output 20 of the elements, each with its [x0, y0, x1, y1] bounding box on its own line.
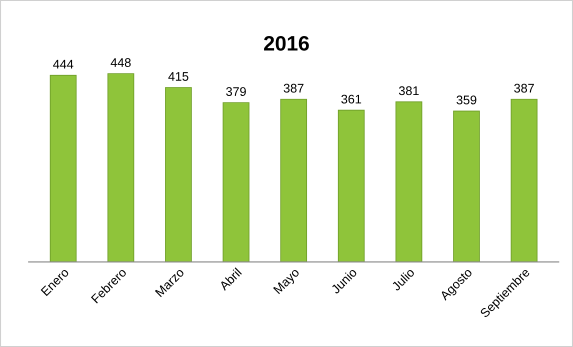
- data-label: 444: [53, 60, 74, 69]
- data-label: 381: [398, 86, 419, 96]
- data-label: 361: [341, 94, 362, 104]
- bar: [396, 101, 422, 262]
- data-label: 387: [514, 84, 534, 93]
- data-label: 415: [168, 72, 188, 81]
- data-label: 448: [110, 58, 131, 67]
- bar: [510, 98, 538, 262]
- bar: [222, 102, 250, 262]
- bar: [50, 74, 77, 262]
- bar: [165, 87, 192, 262]
- data-label: 387: [284, 84, 304, 93]
- bar: [453, 110, 480, 262]
- bar: [107, 73, 134, 262]
- bar: [338, 110, 365, 262]
- x-tick-label: Julio: [390, 267, 416, 292]
- data-label: 359: [456, 96, 476, 104]
- chart-title: 2016: [264, 36, 309, 51]
- bar: [280, 98, 308, 262]
- data-label: 379: [226, 87, 246, 96]
